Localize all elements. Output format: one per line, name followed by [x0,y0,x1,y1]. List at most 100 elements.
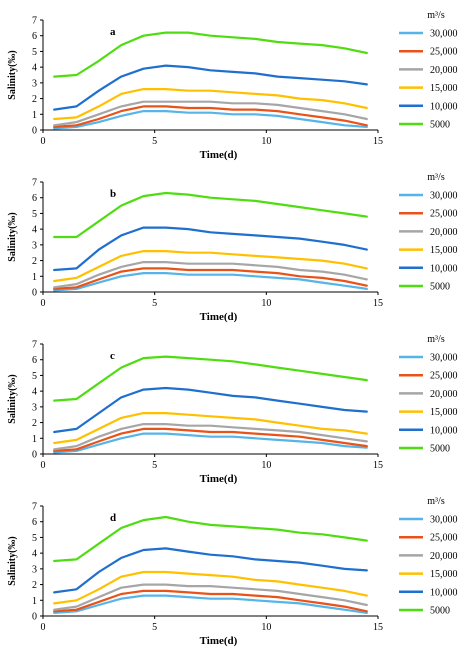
y-tick-label: 5 [32,371,37,382]
legend-unit: m³/s [427,496,445,507]
x-tick-label: 5 [152,298,157,309]
x-tick-label: 5 [152,136,157,147]
chart-panel-c: 0 1 2 3 4 5 6 7 0 5 10 15 Time(d) Salinity(‰) c m³/s 30,… [7,334,458,485]
y-axis-title: Salinity(‰) [7,50,18,99]
series-line-10000 [53,64,368,111]
panel-label: d [110,512,116,524]
legend-label: 5000 [430,120,450,131]
legend: m³/s 30,000 25,000 20,000 15,000 10,000 5000 [399,172,458,293]
y-tick-label: 6 [32,355,37,366]
y-tick-label: 6 [32,517,37,528]
y-axis-title: Salinity(‰) [7,374,18,423]
y-tick-label: 1 [32,596,37,607]
series-line-10000 [53,547,368,594]
y-tick-label: 0 [32,288,37,299]
panel-label: b [110,188,116,200]
x-tick-label: 0 [41,136,46,147]
series-line-5000 [53,515,368,563]
series-line-5000 [53,191,368,239]
series-line-25000 [53,105,368,129]
chart-panel-d: 0 1 2 3 4 5 6 7 0 5 10 15 Time(d) Salinity(‰) d m³/s 30,… [7,496,458,647]
y-tick-label: 6 [32,31,37,42]
legend: m³/s 30,000 25,000 20,000 15,000 10,000 5000 [399,496,458,617]
series-line-15000 [53,250,368,283]
x-tick-label: 15 [373,298,383,309]
legend-label: 10,000 [430,101,458,112]
panel-label: c [110,350,115,362]
legend-label: 5000 [430,282,450,293]
y-tick-label: 1 [32,110,37,121]
y-tick-label: 5 [32,209,37,220]
panel-label: a [110,26,116,38]
series-line-20000 [53,261,368,289]
y-tick-label: 7 [32,178,37,189]
chart-panel-b: 0 1 2 3 4 5 6 7 0 5 10 15 Time(d) Salinity(‰) b m³/s 30,… [7,172,458,323]
x-tick-label: 10 [261,460,271,471]
x-tick-label: 5 [152,622,157,633]
y-tick-label: 7 [32,340,37,351]
y-tick-label: 0 [32,450,37,461]
legend-unit: m³/s [427,172,445,183]
series-line-15000 [53,412,368,445]
y-tick-label: 4 [32,387,37,398]
y-tick-label: 3 [32,78,37,89]
x-axis-title: Time(d) [200,635,238,647]
series-line-30000 [53,594,368,615]
y-tick-label: 7 [32,502,37,513]
legend-label: 5000 [430,606,450,617]
legend: m³/s 30,000 25,000 20,000 15,000 10,000 5000 [399,334,458,455]
legend: m³/s 30,000 25,000 20,000 15,000 10,000 5000 [399,10,458,131]
y-tick-label: 5 [32,533,37,544]
x-axis-title: Time(d) [200,473,238,485]
y-tick-label: 0 [32,612,37,623]
y-tick-label: 1 [32,272,37,283]
chart-panel-a: 0 1 2 3 4 5 6 7 0 5 10 15 Time(d) Salinity(‰) a m³/s 30,… [7,10,458,161]
y-tick-label: 5 [32,47,37,58]
legend-label: 25,000 [430,533,458,544]
legend-label: 5000 [430,444,450,455]
y-tick-label: 2 [32,256,37,267]
y-axis-title: Salinity(‰) [7,536,18,585]
legend-label: 20,000 [430,389,458,400]
series-line-30000 [53,272,368,292]
legend-label: 25,000 [430,371,458,382]
x-tick-label: 10 [261,298,271,309]
y-tick-label: 4 [32,225,37,236]
y-tick-label: 2 [32,418,37,429]
legend-label: 10,000 [430,587,458,598]
x-tick-label: 0 [41,622,46,633]
legend-label: 15,000 [430,245,458,256]
y-tick-label: 2 [32,94,37,105]
y-tick-label: 4 [32,549,37,560]
y-tick-label: 3 [32,564,37,575]
x-tick-label: 15 [373,460,383,471]
series-line-30000 [53,432,368,454]
y-tick-label: 0 [32,126,37,137]
x-axis-title: Time(d) [200,149,238,161]
x-tick-label: 0 [41,460,46,471]
legend-label: 30,000 [430,29,458,40]
x-tick-label: 5 [152,460,157,471]
y-tick-label: 2 [32,580,37,591]
series-line-25000 [53,267,368,290]
x-tick-label: 15 [373,622,383,633]
y-tick-label: 6 [32,193,37,204]
legend-label: 25,000 [430,47,458,58]
legend-unit: m³/s [427,334,445,345]
y-axis-title: Salinity(‰) [7,212,18,261]
series-line-20000 [53,423,368,451]
x-tick-label: 0 [41,298,46,309]
legend-label: 20,000 [430,551,458,562]
series-line-20000 [53,583,368,611]
series-line-15000 [53,87,368,121]
legend-label: 15,000 [430,83,458,94]
x-tick-label: 10 [261,136,271,147]
legend-label: 10,000 [430,425,458,436]
series-line-20000 [53,100,368,127]
y-tick-label: 3 [32,240,37,251]
y-tick-label: 7 [32,16,37,27]
legend-unit: m³/s [427,10,445,21]
series-line-5000 [53,355,368,402]
